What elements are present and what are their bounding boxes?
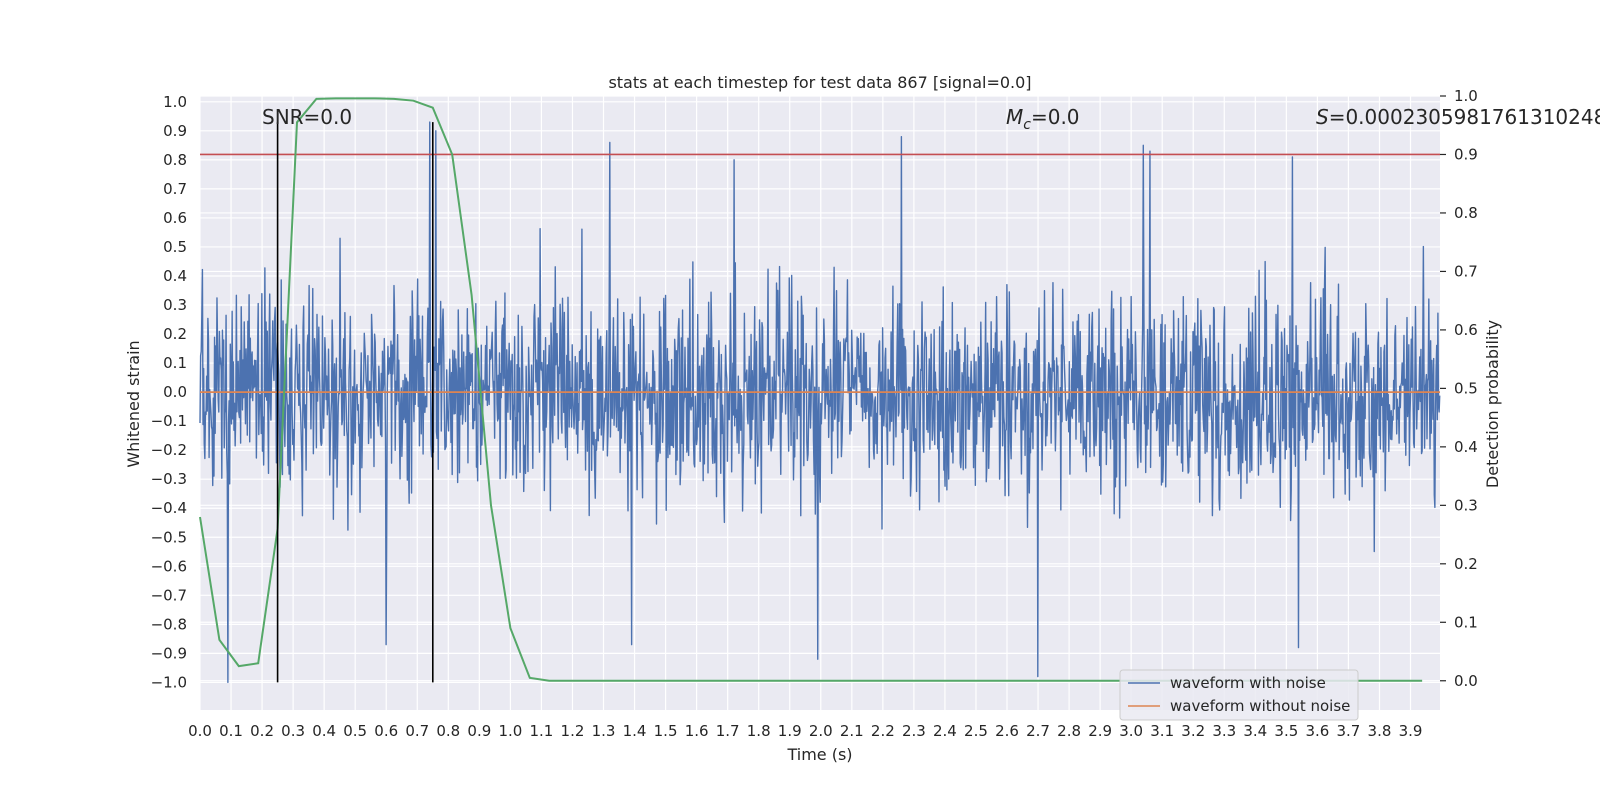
x-tick-label: 0.6	[374, 722, 398, 740]
x-tick-label: 0.9	[467, 722, 491, 740]
x-tick-label: 2.1	[840, 722, 864, 740]
x-tick-label: 3.0	[1119, 722, 1143, 740]
y-tick-label: 0.7	[163, 180, 187, 198]
y-axis-ticks: 1.0 0.9 0.8 0.7 0.6 0.5 0.4 0.3 0.2 0.1 0.0 −0.1 −0.…	[151, 93, 187, 692]
x-tick-label: 0.8	[436, 722, 460, 740]
x-tick-label: 2.8	[1057, 722, 1081, 740]
x-axis-ticks: 0.0 0.1 0.2 0.3 0.4 0.5 0.6 0.7 0.8 0.9 1.0 1.1 1.2 1…	[188, 722, 1422, 740]
x-tick-label: 0.0	[188, 722, 212, 740]
y-tick-label: −0.9	[151, 644, 187, 662]
x-tick-label: 1.1	[529, 722, 553, 740]
x-tick-label: 2.9	[1088, 722, 1112, 740]
x-tick-label: 1.4	[623, 722, 647, 740]
y-tick-label: −0.1	[151, 412, 187, 430]
legend: waveform with noise waveform without noi…	[1119, 669, 1359, 721]
series-waveform-with-noise	[199, 121, 1441, 684]
y-tick-label: −0.4	[151, 499, 187, 517]
x-tick-label: 3.4	[1243, 722, 1267, 740]
x-tick-label: 2.5	[964, 722, 988, 740]
y-tick-label: −0.7	[151, 586, 187, 604]
y-tick-label: 0.9	[163, 122, 187, 140]
x-tick-label: 3.9	[1399, 722, 1423, 740]
x-tick-label: 2.0	[809, 722, 833, 740]
legend-box	[1119, 669, 1359, 721]
x-tick-label: 1.2	[561, 722, 585, 740]
y-tick-label: 0.2	[163, 325, 187, 343]
x-tick-label: 3.8	[1368, 722, 1392, 740]
x-tick-label: 0.4	[312, 722, 336, 740]
y2-tick-label: 0.2	[1454, 555, 1478, 573]
x-tick-label: 2.7	[1026, 722, 1050, 740]
y2-tick-label: 0.0	[1454, 672, 1478, 690]
y-tick-label: −1.0	[151, 673, 187, 691]
x-tick-label: 2.3	[902, 722, 926, 740]
x-tick-label: 0.7	[405, 722, 429, 740]
x-tick-label: 0.5	[343, 722, 367, 740]
x-tick-label: 3.3	[1212, 722, 1236, 740]
y-tick-label: 0.3	[163, 296, 187, 314]
y-tick-label: −0.2	[151, 441, 187, 459]
y-tick-label: 0.1	[163, 354, 187, 372]
x-tick-label: 2.4	[933, 722, 957, 740]
y-tick-label: 0.5	[163, 238, 187, 256]
x-tick-label: 0.3	[281, 722, 305, 740]
y-tick-label: 0.4	[163, 267, 187, 285]
y2-tick-label: 0.4	[1454, 438, 1478, 456]
s-annotation: S=0.00023059817613102487	[1316, 105, 1600, 129]
x-tick-label: 0.2	[250, 722, 274, 740]
y-tick-label: 0.8	[163, 151, 187, 169]
mc-annotation: Mc=0.0	[1006, 105, 1080, 133]
y2-tick-label: 0.5	[1454, 379, 1478, 397]
y-tick-label: 0.6	[163, 209, 187, 227]
x-tick-label: 3.6	[1305, 722, 1329, 740]
chart-title: stats at each timestep for test data 867…	[608, 73, 1031, 92]
y-axis-label: Whitened strain	[124, 340, 143, 467]
x-tick-label: 0.1	[219, 722, 243, 740]
x-tick-label: 3.7	[1337, 722, 1361, 740]
vertical-markers	[276, 122, 434, 683]
x-tick-label: 2.6	[995, 722, 1019, 740]
y2-tick-label: 0.3	[1454, 496, 1478, 514]
y-tick-label: −0.5	[151, 528, 187, 546]
y-tick-label: 1.0	[163, 93, 187, 111]
x-tick-label: 3.5	[1274, 722, 1298, 740]
y2-tick-label: 0.6	[1454, 321, 1478, 339]
x-tick-label: 1.7	[716, 722, 740, 740]
legend-label-clean: waveform without noise	[1170, 697, 1350, 715]
x-tick-label: 3.2	[1181, 722, 1205, 740]
x-tick-label: 1.5	[654, 722, 678, 740]
x-tick-label: 1.9	[778, 722, 802, 740]
y2-tick-label: 0.9	[1454, 145, 1478, 163]
y2-axis-label: Detection probability	[1483, 320, 1502, 488]
y-tick-label: −0.8	[151, 615, 187, 633]
x-tick-label: 1.6	[685, 722, 709, 740]
legend-label-noise: waveform with noise	[1170, 674, 1326, 692]
y-tick-label: 0.0	[163, 383, 187, 401]
x-tick-label: 3.1	[1150, 722, 1174, 740]
snr-annotation: SNR=0.0	[262, 105, 352, 129]
y2-tick-label: 0.8	[1454, 204, 1478, 222]
noise-trace	[199, 121, 1441, 684]
y2-axis-ticks: 1.0 0.9 0.8 0.7 0.6 0.5 0.4 0.3 0.2 0.1 0.0	[1440, 87, 1478, 690]
x-tick-label: 1.0	[498, 722, 522, 740]
y2-tick-label: 1.0	[1454, 87, 1478, 105]
x-tick-label: 1.3	[592, 722, 616, 740]
x-axis-label: Time (s)	[786, 745, 852, 764]
y2-tick-label: 0.1	[1454, 613, 1478, 631]
y2-tick-label: 0.7	[1454, 262, 1478, 280]
x-tick-label: 2.2	[871, 722, 895, 740]
x-tick-label: 1.8	[747, 722, 771, 740]
y-tick-label: −0.3	[151, 470, 187, 488]
y-tick-label: −0.6	[151, 557, 187, 575]
